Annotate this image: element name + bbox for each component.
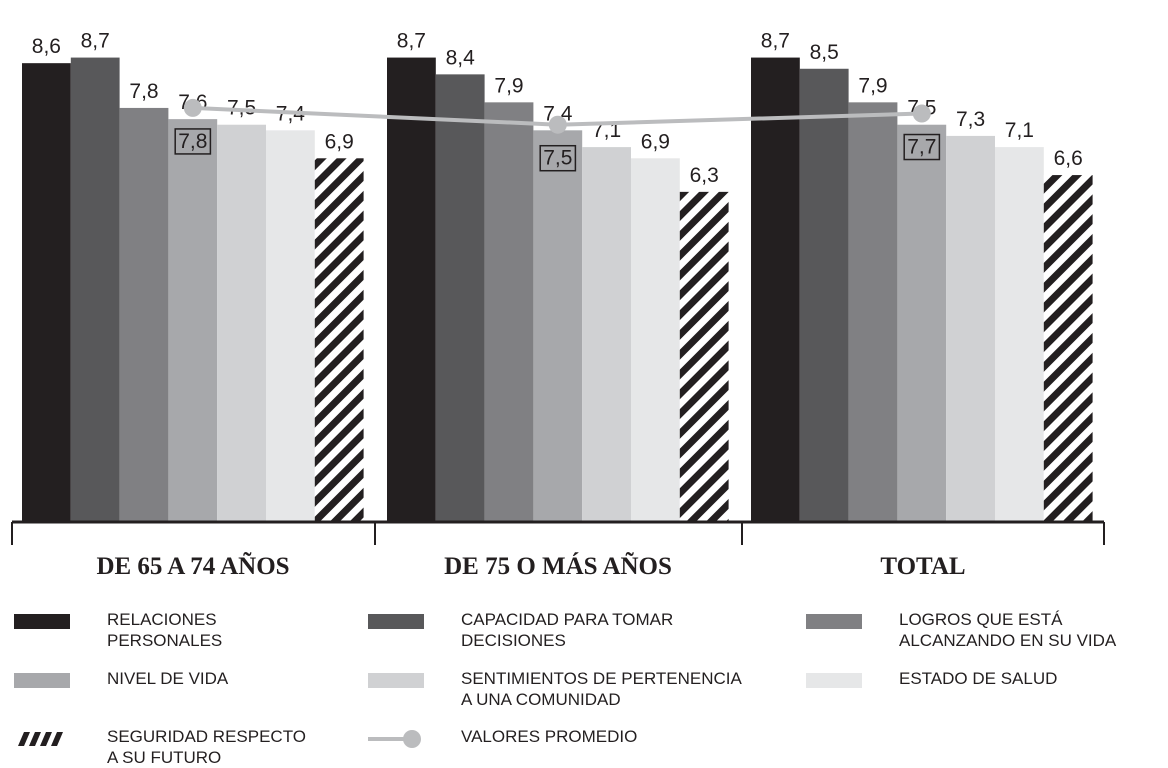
value-label: 7,1 [1005, 119, 1034, 142]
legend-label: CAPACIDAD PARA TOMAR DECISIONES [461, 610, 674, 650]
legend-swatch [368, 730, 421, 748]
legend-rect [14, 614, 70, 629]
average-label-box [539, 144, 577, 172]
legend-label: RELACIONES PERSONALES [107, 610, 223, 650]
bar [751, 57, 800, 523]
legend-rect [806, 614, 862, 629]
value-label: 7,3 [956, 108, 985, 131]
bar [22, 63, 71, 522]
bar [631, 158, 680, 523]
legend-label: SENTIMIENTOS DE PERTENENCIA A UNA COMUNI… [461, 669, 742, 709]
legend-marker [403, 730, 421, 748]
legend-label: ESTADO DE SALUD [899, 669, 1058, 688]
legend-rect [368, 673, 424, 688]
legend-item: SENTIMIENTOS DE PERTENENCIA A UNA COMUNI… [368, 669, 742, 710]
legend-stripe [29, 732, 41, 746]
bar [387, 57, 436, 523]
x-tick-label: DE 65 A 74 AÑOS [96, 552, 289, 580]
legend-label: VALORES PROMEDIO [461, 727, 638, 746]
legend-stripe [18, 732, 30, 746]
bar [168, 119, 218, 522]
legend-rect [368, 614, 424, 629]
legend-item: RELACIONES PERSONALES [14, 610, 222, 651]
bar [484, 102, 534, 522]
legend-stripe [40, 732, 52, 746]
bar [435, 74, 485, 522]
average-label: 7,7 [907, 136, 936, 159]
legend-label: LOGROS QUE ESTÁ ALCANZANDO EN SU VIDA [899, 610, 1117, 650]
value-label: 8,5 [810, 41, 839, 64]
x-tick-label: DE 75 O MÁS AÑOS [444, 552, 672, 580]
bar [533, 130, 583, 522]
bar [217, 124, 266, 522]
bar [679, 191, 729, 522]
bar [946, 135, 995, 523]
legend-rect [806, 673, 862, 688]
bar [314, 158, 364, 523]
average-label: 7,5 [543, 147, 572, 170]
bar [266, 130, 315, 522]
value-label: 8,7 [81, 30, 110, 53]
x-tick-label: TOTAL [880, 553, 965, 580]
bar [1043, 175, 1093, 522]
value-label: 6,3 [690, 164, 719, 187]
bar [995, 147, 1044, 522]
value-label: 7,8 [129, 80, 158, 103]
value-label: 6,6 [1054, 147, 1083, 170]
legend-label: SEGURIDAD RESPECTO A SU FUTURO [107, 727, 307, 767]
legend-item: CAPACIDAD PARA TOMAR DECISIONES [368, 610, 673, 651]
value-label: 8,6 [32, 35, 61, 58]
bar [848, 102, 898, 522]
legend-item: LOGROS QUE ESTÁ ALCANZANDO EN SU VIDA [806, 610, 1116, 651]
legend-item: NIVEL DE VIDA [14, 669, 228, 690]
legend-rect [14, 673, 70, 688]
legend-swatch [14, 673, 70, 688]
bar [119, 107, 169, 522]
chart: 8,68,78,78,78,48,57,87,97,97,67,47,57,57… [11, 30, 1105, 580]
legend-item: VALORES PROMEDIO [368, 727, 637, 748]
average-marker [912, 104, 931, 123]
value-label: 8,4 [446, 46, 476, 69]
bar [799, 68, 849, 523]
value-label: 8,7 [761, 30, 790, 53]
value-label: 8,7 [397, 30, 426, 53]
value-label: 6,9 [325, 130, 354, 153]
average-marker [183, 98, 202, 117]
bar [897, 124, 947, 522]
average-label: 7,8 [178, 130, 207, 153]
legend-swatch [806, 673, 862, 688]
legend-swatch [806, 614, 862, 629]
average-label-box [903, 133, 941, 161]
legend-label: NIVEL DE VIDA [107, 669, 229, 688]
legend-swatch [18, 732, 63, 746]
legend-swatch [368, 614, 424, 629]
legend-stripe [51, 732, 63, 746]
average-marker [548, 115, 567, 134]
legend-swatch [14, 614, 70, 629]
value-label: 7,9 [858, 74, 887, 97]
legend-item: ESTADO DE SALUD [806, 669, 1057, 690]
bar [70, 57, 120, 523]
average-label-box [174, 128, 212, 155]
legend-swatch [368, 673, 424, 688]
legend-item: SEGURIDAD RESPECTO A SU FUTURO [14, 727, 306, 768]
value-label: 7,9 [494, 74, 523, 97]
bar [582, 147, 631, 522]
value-label: 6,9 [641, 130, 670, 153]
